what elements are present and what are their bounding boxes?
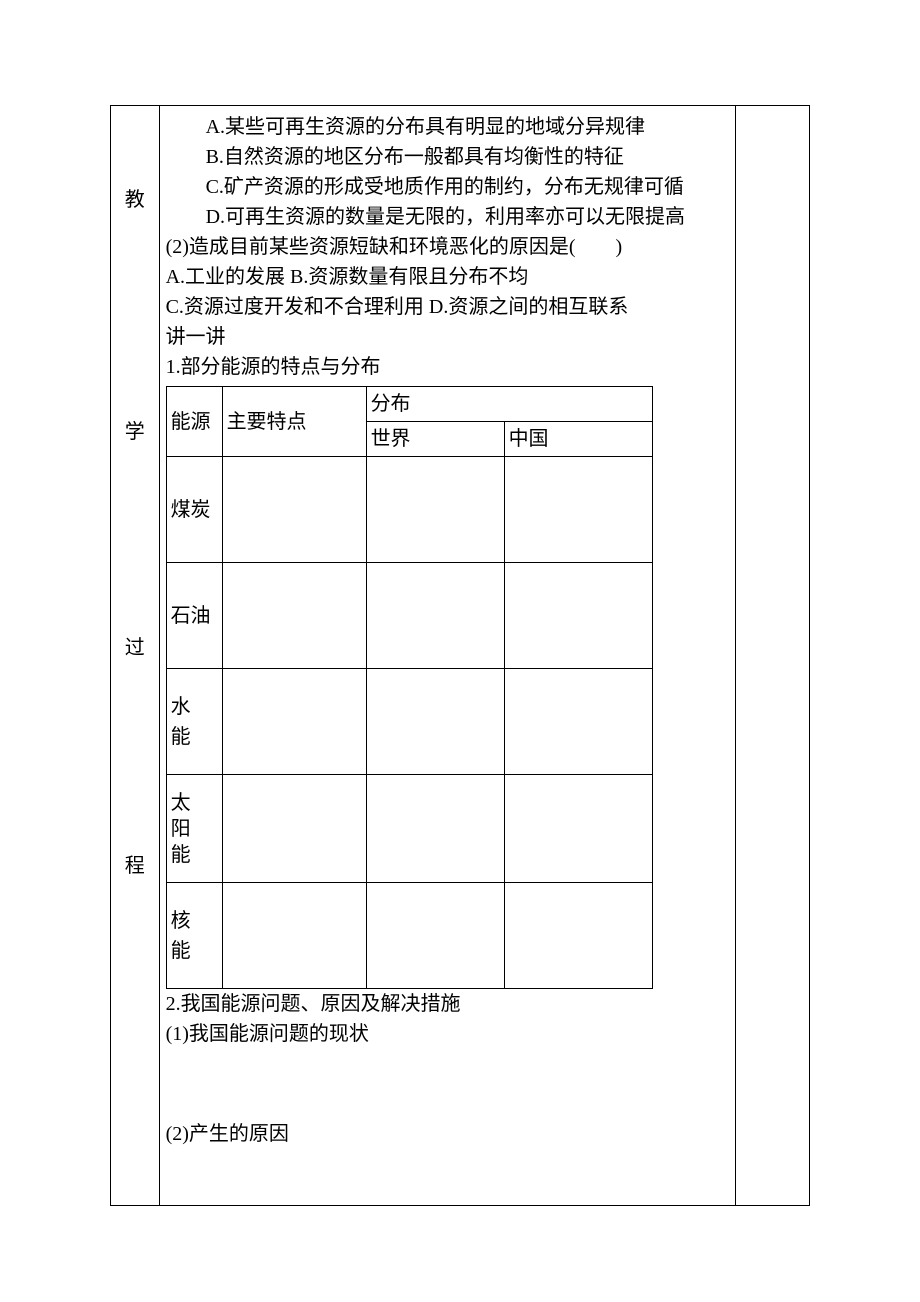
row-solar-china [504, 775, 652, 883]
lesson-outer-table: 教 学 过 程 A.某些可再生资源的分布具有明显的地域分异规律 B.自然资源的地… [110, 105, 810, 1206]
left-char-1: 教 [111, 190, 159, 210]
row-water-feature [222, 669, 366, 775]
row-nuclear-china [504, 883, 652, 989]
th-energy: 能源 [166, 387, 222, 457]
row-solar-name: 太阳能 [166, 775, 222, 883]
q2-optC: C.资源过度开发和不合理利用 [166, 296, 424, 318]
q2-line1: A.工业的发展 B.资源数量有限且分布不均 [166, 262, 730, 292]
row-nuclear-name: 核 能 [166, 883, 222, 989]
section2-title: 2.我国能源问题、原因及解决措施 [166, 989, 730, 1019]
option-c: C.矿产资源的形成受地质作用的制约，分布无规律可循 [166, 172, 730, 202]
lecture-heading: 讲一讲 [166, 322, 730, 352]
left-char-2: 学 [111, 422, 159, 442]
section2-p2: (2)产生的原因 [166, 1119, 730, 1149]
lecture-item1: 1.部分能源的特点与分布 [166, 352, 730, 382]
left-char-3: 过 [111, 638, 159, 658]
row-coal-name: 煤炭 [166, 457, 222, 563]
q2-optB: B.资源数量有限且分布不均 [290, 266, 528, 288]
main-content-cell: A.某些可再生资源的分布具有明显的地域分异规律 B.自然资源的地区分布一般都具有… [159, 106, 736, 1206]
row-coal-world [366, 457, 504, 563]
left-label-cell: 教 学 过 程 [111, 106, 160, 1206]
row-water-name: 水 能 [166, 669, 222, 775]
option-d: D.可再生资源的数量是无限的，利用率亦可以无限提高 [166, 202, 730, 232]
row-oil-name: 石油 [166, 563, 222, 669]
right-empty-cell [736, 106, 810, 1206]
energy-table: 能源 主要特点 分布 世界 中国 煤炭 石油 [166, 386, 653, 989]
q2-stem: (2)造成目前某些资源短缺和环境恶化的原因是( ) [166, 232, 730, 262]
option-b: B.自然资源的地区分布一般都具有均衡性的特征 [166, 142, 730, 172]
row-coal-feature [222, 457, 366, 563]
row-oil-world [366, 563, 504, 669]
row-solar-feature [222, 775, 366, 883]
th-china: 中国 [504, 422, 652, 457]
section2-p1: (1)我国能源问题的现状 [166, 1019, 730, 1049]
row-oil-feature [222, 563, 366, 669]
row-coal-china [504, 457, 652, 563]
left-char-4: 程 [111, 856, 159, 876]
row-nuclear-feature [222, 883, 366, 989]
th-world: 世界 [366, 422, 504, 457]
q2-optD: D.资源之间的相互联系 [429, 296, 628, 318]
row-water-world [366, 669, 504, 775]
q2-optA: A.工业的发展 [166, 266, 285, 288]
spacer-2 [166, 1149, 730, 1199]
row-water-china [504, 669, 652, 775]
row-nuclear-world [366, 883, 504, 989]
row-oil-china [504, 563, 652, 669]
q2-line2: C.资源过度开发和不合理利用 D.资源之间的相互联系 [166, 292, 730, 322]
row-solar-world [366, 775, 504, 883]
option-a: A.某些可再生资源的分布具有明显的地域分异规律 [166, 112, 730, 142]
th-feature: 主要特点 [222, 387, 366, 457]
th-distribution: 分布 [366, 387, 652, 422]
spacer-1 [166, 1049, 730, 1119]
